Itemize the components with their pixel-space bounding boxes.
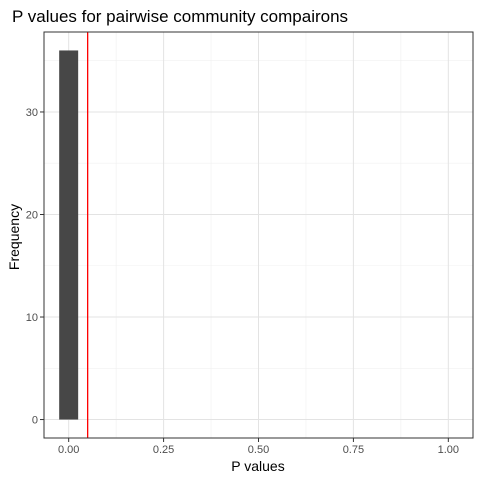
x-tick-label: 0.75 xyxy=(343,444,364,456)
chart-title: P values for pairwise community compairo… xyxy=(12,7,348,26)
y-tick-label: 0 xyxy=(32,415,38,427)
x-tick-label: 0.25 xyxy=(153,444,174,456)
x-tick-label: 0.00 xyxy=(58,444,79,456)
plot-panel xyxy=(43,31,474,439)
histogram-bar xyxy=(59,50,79,420)
x-axis-title: P values xyxy=(231,458,284,474)
x-tick-label: 0.50 xyxy=(248,444,269,456)
y-axis-title: Frequency xyxy=(6,204,22,270)
y-tick-label: 30 xyxy=(26,107,38,119)
y-tick-label: 20 xyxy=(26,209,38,221)
x-tick-label: 1.00 xyxy=(438,444,459,456)
y-tick-label: 10 xyxy=(26,312,38,324)
